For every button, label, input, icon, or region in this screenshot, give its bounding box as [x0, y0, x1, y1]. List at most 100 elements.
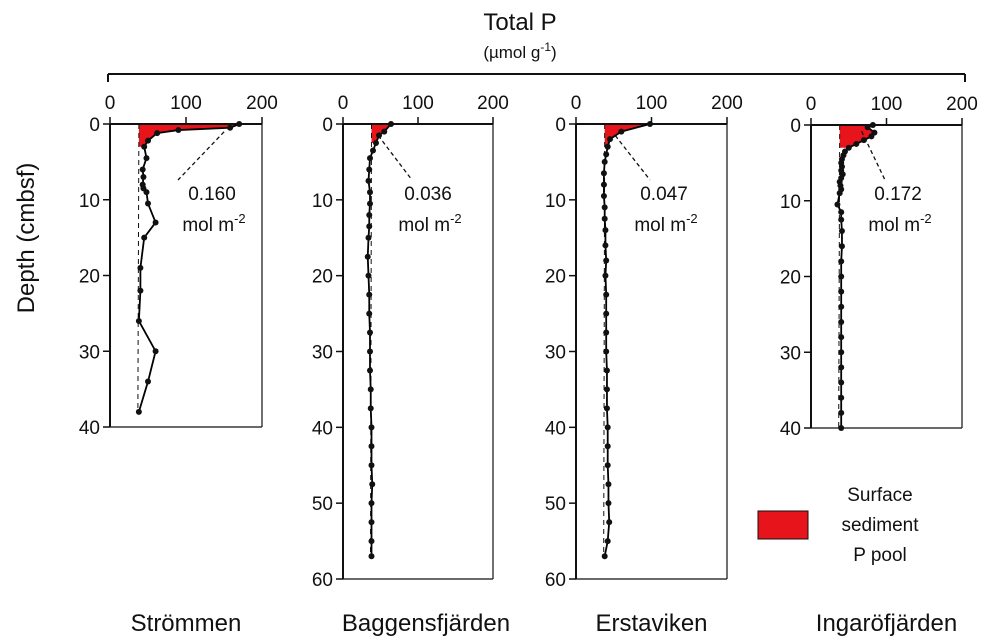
data-point	[141, 234, 148, 241]
y-tick-label: 40	[79, 418, 100, 439]
y-tick-label: 30	[780, 343, 801, 364]
data-point	[368, 553, 375, 560]
pool-unit-superscript: -2	[234, 211, 246, 226]
x-tick-label: 200	[477, 93, 509, 114]
x-tick-label: 100	[402, 93, 434, 114]
x-tick-label: 0	[571, 93, 582, 114]
data-point	[603, 257, 610, 264]
site-name: Ingaröfjärden	[816, 610, 957, 637]
data-point	[603, 310, 610, 317]
data-point	[365, 234, 372, 241]
pool-unit-base: mol m	[398, 215, 450, 236]
data-point	[388, 121, 394, 127]
y-tick-label: 40	[780, 419, 801, 440]
data-point	[838, 288, 845, 295]
site-name: Baggensfjärden	[342, 610, 510, 637]
site-name: Strömmen	[131, 610, 242, 637]
data-point	[869, 122, 876, 128]
data-point	[602, 227, 609, 234]
chart-title: Total P	[483, 9, 556, 36]
data-point	[603, 405, 610, 412]
pool-unit-superscript: -2	[920, 211, 932, 226]
data-point	[604, 143, 611, 150]
data-point	[853, 140, 860, 147]
data-point	[838, 216, 845, 223]
data-point	[145, 378, 151, 385]
x-tick-label: 0	[105, 93, 116, 114]
data-point	[603, 329, 610, 336]
pool-value: 0.047	[640, 184, 688, 205]
data-point	[367, 200, 373, 207]
x-tick-label: 0	[338, 93, 349, 114]
pool-unit-superscript: -2	[686, 211, 698, 226]
y-tick-label: 30	[312, 343, 333, 364]
x-tick-label: 100	[170, 93, 202, 114]
data-point	[603, 386, 610, 393]
site-name: Erstaviken	[595, 610, 707, 637]
y-tick-label: 10	[545, 191, 566, 212]
unit-superscript: -1	[540, 40, 551, 54]
baseline-dashed	[838, 124, 841, 429]
pool-unit: mol m-2	[634, 211, 697, 236]
data-point	[368, 538, 375, 545]
data-point	[367, 367, 373, 374]
data-point	[139, 166, 146, 173]
y-tick-label: 50	[312, 494, 333, 515]
x-tick-label: 100	[636, 93, 668, 114]
data-point	[366, 310, 373, 317]
y-tick-label: 20	[312, 267, 333, 288]
pool-unit: mol m-2	[868, 211, 931, 236]
panel-2: 0 100 200 0 10 20 30 40 50 60 0.036 mol m-2 Baggensf…	[312, 93, 510, 637]
data-point	[602, 272, 609, 279]
data-point	[373, 139, 379, 146]
data-point	[838, 273, 845, 280]
x-tick-label: 200	[246, 93, 278, 114]
data-point	[366, 291, 373, 298]
data-point	[369, 481, 376, 488]
y-axis-label: Depth (cmbsf)	[13, 163, 40, 314]
y-tick-label: 60	[545, 570, 566, 591]
data-point	[365, 272, 372, 279]
data-point	[603, 367, 610, 374]
panel-1: 0 100 200 0 10 20 30 40 0.160 mol m-2 Strömmen	[79, 93, 278, 637]
data-point	[370, 147, 376, 154]
y-tick-label: 0	[790, 116, 801, 137]
annotation-leader	[861, 130, 886, 181]
data-point	[838, 258, 845, 265]
data-point	[367, 405, 374, 412]
data-point	[140, 174, 147, 181]
data-point	[152, 348, 159, 355]
x-tick-label: 100	[871, 94, 903, 115]
data-point	[175, 127, 182, 134]
y-tick-label: 20	[780, 268, 801, 289]
panel-4: 0 100 200 0 10 20 30 40 0.172 mol m-2 Ingaröfjärde…	[780, 94, 978, 637]
data-point	[367, 329, 373, 336]
data-point	[602, 242, 609, 249]
y-tick-label: 30	[79, 342, 100, 363]
pool-value: 0.036	[404, 184, 452, 205]
data-point	[141, 143, 148, 150]
data-point	[600, 170, 607, 177]
y-tick-label: 40	[312, 418, 333, 439]
pool-unit-base: mol m	[182, 215, 234, 236]
data-point	[366, 223, 373, 230]
legend-label-line-3: P pool	[853, 545, 907, 566]
data-point	[600, 193, 607, 200]
y-tick-label: 0	[322, 115, 333, 136]
legend-label-line-2: sediment	[841, 515, 919, 536]
data-point	[368, 500, 375, 507]
data-point	[145, 200, 151, 207]
surface-pool-area	[138, 124, 240, 147]
y-tick-label: 20	[79, 267, 100, 288]
data-point	[838, 243, 845, 250]
y-tick-label: 10	[79, 191, 100, 212]
data-point	[367, 386, 374, 393]
data-point	[838, 394, 845, 401]
data-point	[364, 253, 371, 260]
data-point	[381, 128, 388, 135]
data-point	[236, 121, 243, 127]
data-point	[152, 219, 159, 226]
baseline-dashed	[137, 123, 140, 412]
